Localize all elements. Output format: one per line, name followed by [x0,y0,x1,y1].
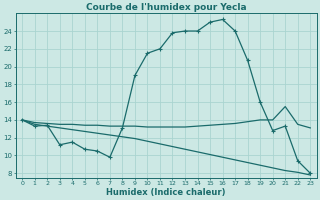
X-axis label: Humidex (Indice chaleur): Humidex (Indice chaleur) [107,188,226,197]
Title: Courbe de l'humidex pour Yecla: Courbe de l'humidex pour Yecla [86,3,246,12]
